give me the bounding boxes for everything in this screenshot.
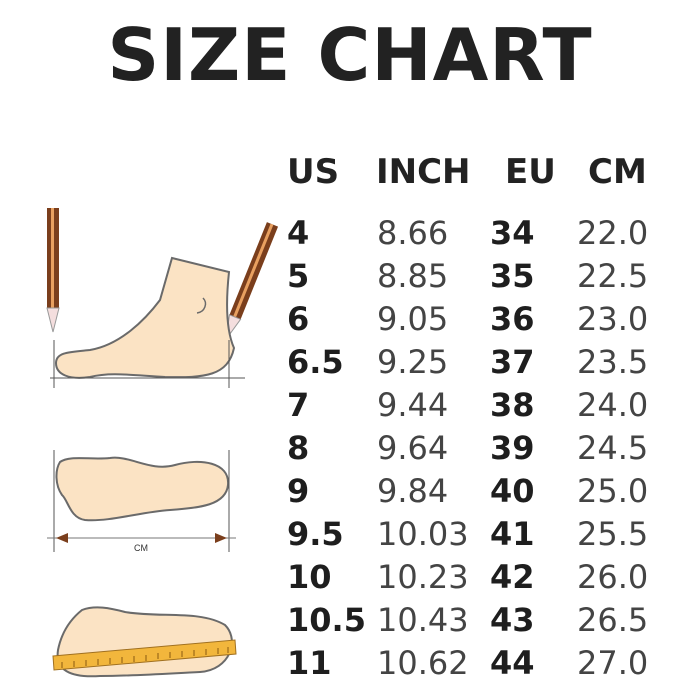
cell-inch: 9.84 <box>377 472 449 510</box>
cell-eu: 44 <box>490 644 535 682</box>
table-row: 7 9.44 38 24.0 <box>0 384 700 427</box>
cell-us: 6 <box>287 300 310 338</box>
cell-cm: 26.0 <box>577 558 649 596</box>
table-row: 8 9.64 39 24.5 <box>0 427 700 470</box>
cell-inch: 10.62 <box>377 644 469 682</box>
cell-cm: 22.0 <box>577 214 649 252</box>
cell-cm: 24.5 <box>577 429 649 467</box>
ruler-foot-icon <box>52 606 237 678</box>
header-inch: INCH <box>376 152 471 192</box>
cell-inch: 10.03 <box>377 515 469 553</box>
table-row: 9 9.84 40 25.0 <box>0 470 700 513</box>
cell-cm: 22.5 <box>577 257 649 295</box>
header-us: US <box>287 152 340 192</box>
cell-us: 7 <box>287 386 310 424</box>
cell-cm: 26.5 <box>577 601 649 639</box>
cell-inch: 9.64 <box>377 429 449 467</box>
table-row: 6 9.05 36 23.0 <box>0 298 700 341</box>
foot-measuring-illustration: CM <box>46 208 279 678</box>
ruler-icon <box>52 639 237 671</box>
cell-eu: 40 <box>490 472 535 510</box>
cell-inch: 9.44 <box>377 386 449 424</box>
measure-label: CM <box>134 543 148 553</box>
table-row: 10 10.23 42 26.0 <box>0 556 700 599</box>
cell-inch: 9.25 <box>377 343 449 381</box>
cell-eu: 43 <box>490 601 535 639</box>
cell-cm: 23.0 <box>577 300 649 338</box>
cell-eu: 39 <box>490 429 535 467</box>
cell-eu: 34 <box>490 214 535 252</box>
side-foot-icon <box>46 208 279 388</box>
cell-inch: 10.23 <box>377 558 469 596</box>
table-row: 6.5 9.25 37 23.5 <box>0 341 700 384</box>
table-row: 9.5 10.03 41 25.5 <box>0 513 700 556</box>
cell-inch: 10.43 <box>377 601 469 639</box>
cell-us: 8 <box>287 429 310 467</box>
cell-us: 11 <box>287 644 332 682</box>
table-row: 4 8.66 34 22.0 <box>0 212 700 255</box>
cell-inch: 8.66 <box>377 214 449 252</box>
cell-inch: 8.85 <box>377 257 449 295</box>
cell-us: 4 <box>287 214 310 252</box>
page-title: SIZE CHART <box>107 13 593 97</box>
cell-eu: 41 <box>490 515 535 553</box>
cell-inch: 9.05 <box>377 300 449 338</box>
cell-us: 5 <box>287 257 310 295</box>
cell-cm: 24.0 <box>577 386 649 424</box>
cell-eu: 42 <box>490 558 535 596</box>
right-pencil-icon <box>225 222 279 340</box>
cell-us: 10.5 <box>287 601 366 639</box>
cell-cm: 25.0 <box>577 472 649 510</box>
header-eu: EU <box>505 152 556 192</box>
cell-cm: 23.5 <box>577 343 649 381</box>
cell-us: 9 <box>287 472 310 510</box>
cell-cm: 25.5 <box>577 515 649 553</box>
top-foot-icon: CM <box>47 450 236 553</box>
cell-eu: 36 <box>490 300 535 338</box>
table-row: 10.5 10.43 43 26.5 <box>0 599 700 642</box>
cell-us: 10 <box>287 558 332 596</box>
table-row: 5 8.85 35 22.5 <box>0 255 700 298</box>
cell-eu: 38 <box>490 386 535 424</box>
header-cm: CM <box>588 152 647 192</box>
table-row: 11 10.62 44 27.0 <box>0 642 700 685</box>
cell-us: 9.5 <box>287 515 344 553</box>
cell-eu: 35 <box>490 257 535 295</box>
cell-eu: 37 <box>490 343 535 381</box>
cell-us: 6.5 <box>287 343 344 381</box>
cell-cm: 27.0 <box>577 644 649 682</box>
